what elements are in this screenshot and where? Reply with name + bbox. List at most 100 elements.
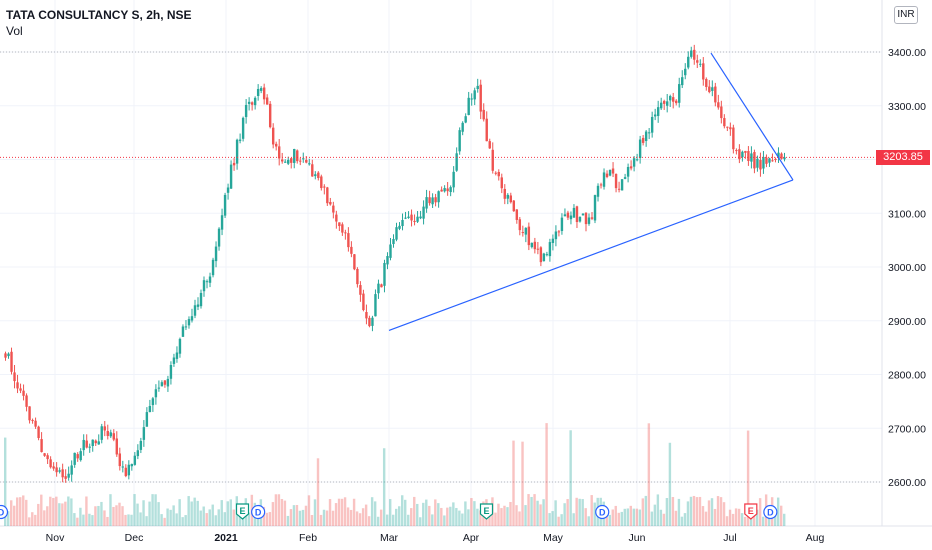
volume-bar [76,517,79,526]
event-markers[interactable]: E D E D E DD [0,503,778,520]
candle [232,158,236,171]
candle [443,185,446,193]
svg-text:E: E [483,506,489,516]
trendlines[interactable] [388,52,794,331]
candle [693,44,696,65]
candle [148,399,152,413]
volume-bar [238,511,242,526]
volume-bar [440,507,443,526]
volume-bar [773,513,777,526]
dividend-marker: D [0,504,9,520]
price-tick-label: 3000.00 [888,262,926,274]
volume-bar [85,496,88,526]
volume-bar [352,498,356,526]
candle [653,108,657,121]
candle [211,257,215,278]
volume-bar [13,505,16,526]
volume-bar [623,508,626,526]
candle [699,59,702,68]
volume-bar [223,512,226,526]
time-tick-label: Mar [380,532,399,544]
candle [268,101,272,129]
time-tick-label: Feb [299,532,317,544]
time-tick-label: 2021 [214,532,238,544]
candle [175,346,179,363]
candle [347,227,350,252]
time-tick-label: May [543,532,564,544]
candle [611,162,615,178]
volume-bar [172,505,175,526]
candle [539,246,543,267]
candle [587,213,591,226]
volume-bar [734,508,738,526]
price-axis[interactable]: 2600.00 2700.00 2800.00 2900.00 3000.00 3100.… [888,47,926,489]
volume-bar [340,498,344,526]
volume-bar [407,514,410,526]
volume-bar [343,497,347,526]
volume-bar [52,497,55,526]
candle [723,114,726,129]
volume-bar [31,512,34,526]
volume-bar [590,495,593,526]
volume-bar [190,501,193,526]
candle [244,99,248,124]
candle [265,94,269,105]
candle [431,193,434,209]
candle [229,160,233,190]
candle [19,383,22,394]
candle [434,193,437,207]
volume-bar [25,499,28,526]
candle [127,460,131,480]
candle [521,225,525,237]
candle [85,434,88,449]
volume-bar [142,500,145,526]
volume-bar [304,505,308,526]
candle [629,160,633,171]
volume-bar [58,503,61,526]
volume-bar [97,505,100,526]
candle [530,242,534,249]
candle [744,150,747,159]
candle [217,227,221,251]
volume-bar [659,509,663,526]
candle [311,159,314,177]
candle [572,204,576,218]
volume-bar [367,516,371,526]
candle [783,152,786,162]
earnings-marker: E [235,503,250,520]
volume-bar [328,499,332,526]
currency-button[interactable]: INR [894,6,918,24]
candle [717,94,720,110]
volume-bar [740,513,744,526]
volume-bar [542,499,545,526]
volume-bar [106,516,109,526]
time-axis[interactable]: Nov Dec 2021 Feb Mar Apr May Jun Jul Aug [46,532,825,544]
volume-bar [385,514,389,526]
volume-bar [671,497,675,526]
volume-bar [701,506,705,526]
candle [112,429,115,442]
volume-bar [443,515,446,526]
volume-bar [569,430,572,526]
volume-bar [277,494,281,526]
volume-bar [587,516,590,526]
volume-bar [103,510,106,526]
volume-bar [581,499,584,526]
candle [455,147,458,172]
volume-bar [145,516,148,526]
volume-bar [674,510,678,526]
candle [356,267,359,288]
volume-bar [656,494,660,526]
candle [512,199,516,212]
volume-bar [211,504,214,526]
candle [401,213,404,231]
candle [247,97,251,111]
volume-bar [382,448,386,526]
volume-bar [232,509,235,526]
time-tick-label: Dec [125,532,144,544]
volume-bar [19,497,22,526]
candle [497,169,500,181]
candle [690,46,693,59]
volume-bar [755,509,759,526]
